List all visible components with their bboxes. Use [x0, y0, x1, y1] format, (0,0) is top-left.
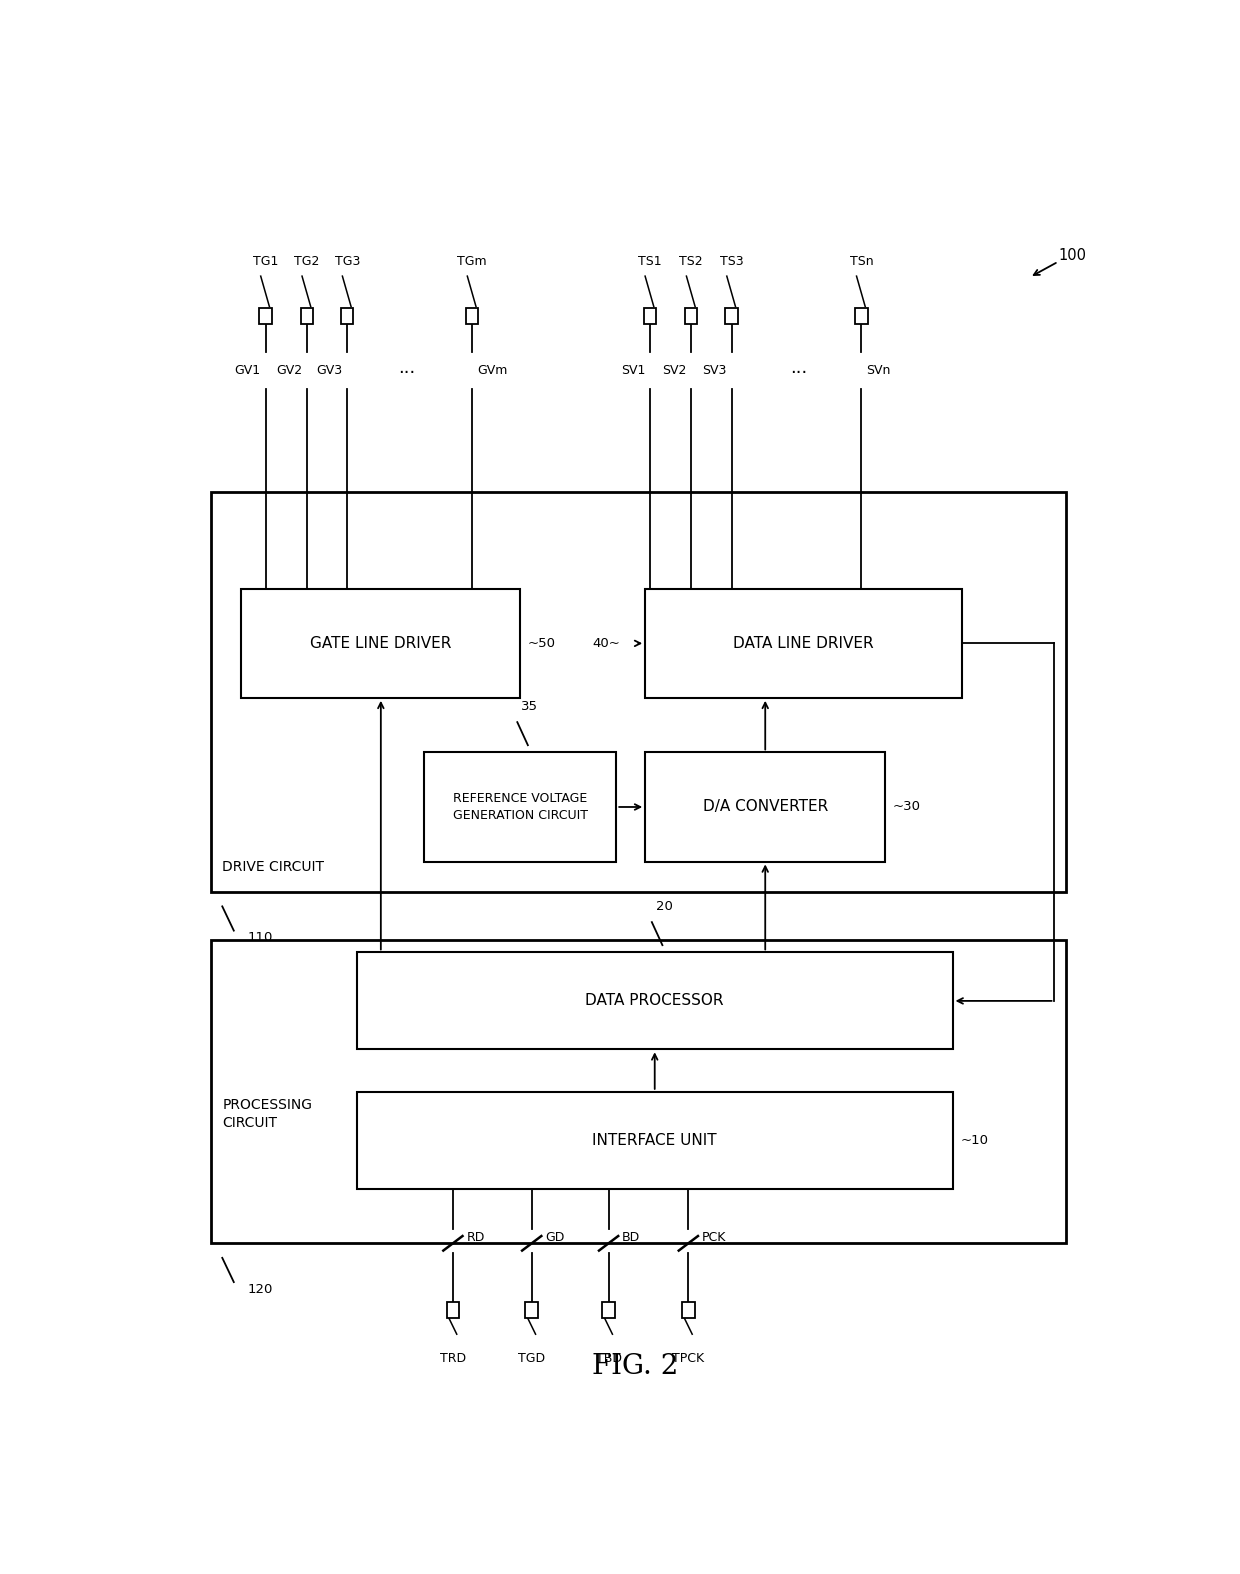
Text: TRD: TRD — [440, 1352, 466, 1365]
Text: 20: 20 — [656, 900, 673, 913]
Bar — [856, 309, 868, 324]
Text: D/A CONVERTER: D/A CONVERTER — [703, 800, 828, 814]
Text: ...: ... — [398, 359, 415, 378]
Text: DRIVE CIRCUIT: DRIVE CIRCUIT — [222, 859, 325, 874]
Text: GV1: GV1 — [234, 364, 260, 378]
Text: GV3: GV3 — [316, 364, 342, 378]
Text: REFERENCE VOLTAGE
GENERATION CIRCUIT: REFERENCE VOLTAGE GENERATION CIRCUIT — [453, 792, 588, 822]
Bar — [341, 309, 353, 324]
Bar — [526, 1302, 538, 1317]
Text: TS3: TS3 — [719, 255, 744, 268]
Bar — [357, 952, 952, 1050]
Bar — [466, 309, 479, 324]
Text: TG1: TG1 — [253, 255, 278, 268]
Text: RD: RD — [466, 1231, 485, 1243]
Text: PCK: PCK — [702, 1231, 727, 1243]
Text: TS1: TS1 — [639, 255, 662, 268]
Text: 100: 100 — [1058, 249, 1086, 263]
Text: SV2: SV2 — [662, 364, 687, 378]
Text: 120: 120 — [247, 1283, 273, 1295]
Text: GV2: GV2 — [277, 364, 303, 378]
Bar — [684, 309, 697, 324]
Text: TS2: TS2 — [680, 255, 703, 268]
Bar — [242, 589, 521, 697]
Bar — [725, 309, 738, 324]
Text: GVm: GVm — [477, 364, 507, 378]
Bar — [682, 1302, 694, 1317]
Text: PROCESSING
CIRCUIT: PROCESSING CIRCUIT — [222, 1099, 312, 1130]
Text: 110: 110 — [247, 932, 273, 944]
Text: SV1: SV1 — [621, 364, 645, 378]
Bar — [211, 940, 1066, 1243]
Text: ~50: ~50 — [528, 637, 556, 650]
Text: TPCK: TPCK — [672, 1352, 704, 1365]
Text: TG3: TG3 — [335, 255, 360, 268]
Text: TBD: TBD — [595, 1352, 621, 1365]
Text: INTERFACE UNIT: INTERFACE UNIT — [593, 1133, 717, 1147]
Text: 35: 35 — [521, 700, 538, 713]
Bar — [424, 752, 616, 861]
Text: TGD: TGD — [518, 1352, 546, 1365]
Text: TGm: TGm — [458, 255, 487, 268]
Text: ...: ... — [790, 359, 807, 378]
Bar — [357, 1092, 952, 1188]
Text: BD: BD — [622, 1231, 640, 1243]
Text: FIG. 2: FIG. 2 — [593, 1354, 678, 1380]
Text: TSn: TSn — [849, 255, 873, 268]
Text: GATE LINE DRIVER: GATE LINE DRIVER — [310, 636, 451, 652]
Bar — [300, 309, 312, 324]
Text: GD: GD — [546, 1231, 564, 1243]
Text: ~30: ~30 — [893, 801, 921, 814]
Bar — [645, 752, 885, 861]
Text: DATA LINE DRIVER: DATA LINE DRIVER — [733, 636, 874, 652]
Text: DATA PROCESSOR: DATA PROCESSOR — [585, 993, 724, 1009]
Bar — [644, 309, 656, 324]
Text: SV3: SV3 — [702, 364, 727, 378]
Bar — [259, 309, 272, 324]
Text: 40~: 40~ — [593, 637, 620, 650]
Bar — [211, 491, 1066, 892]
Bar — [603, 1302, 615, 1317]
Text: SVn: SVn — [866, 364, 890, 378]
Bar — [446, 1302, 459, 1317]
Bar — [645, 589, 962, 697]
Text: ~10: ~10 — [960, 1133, 988, 1147]
Text: TG2: TG2 — [294, 255, 320, 268]
